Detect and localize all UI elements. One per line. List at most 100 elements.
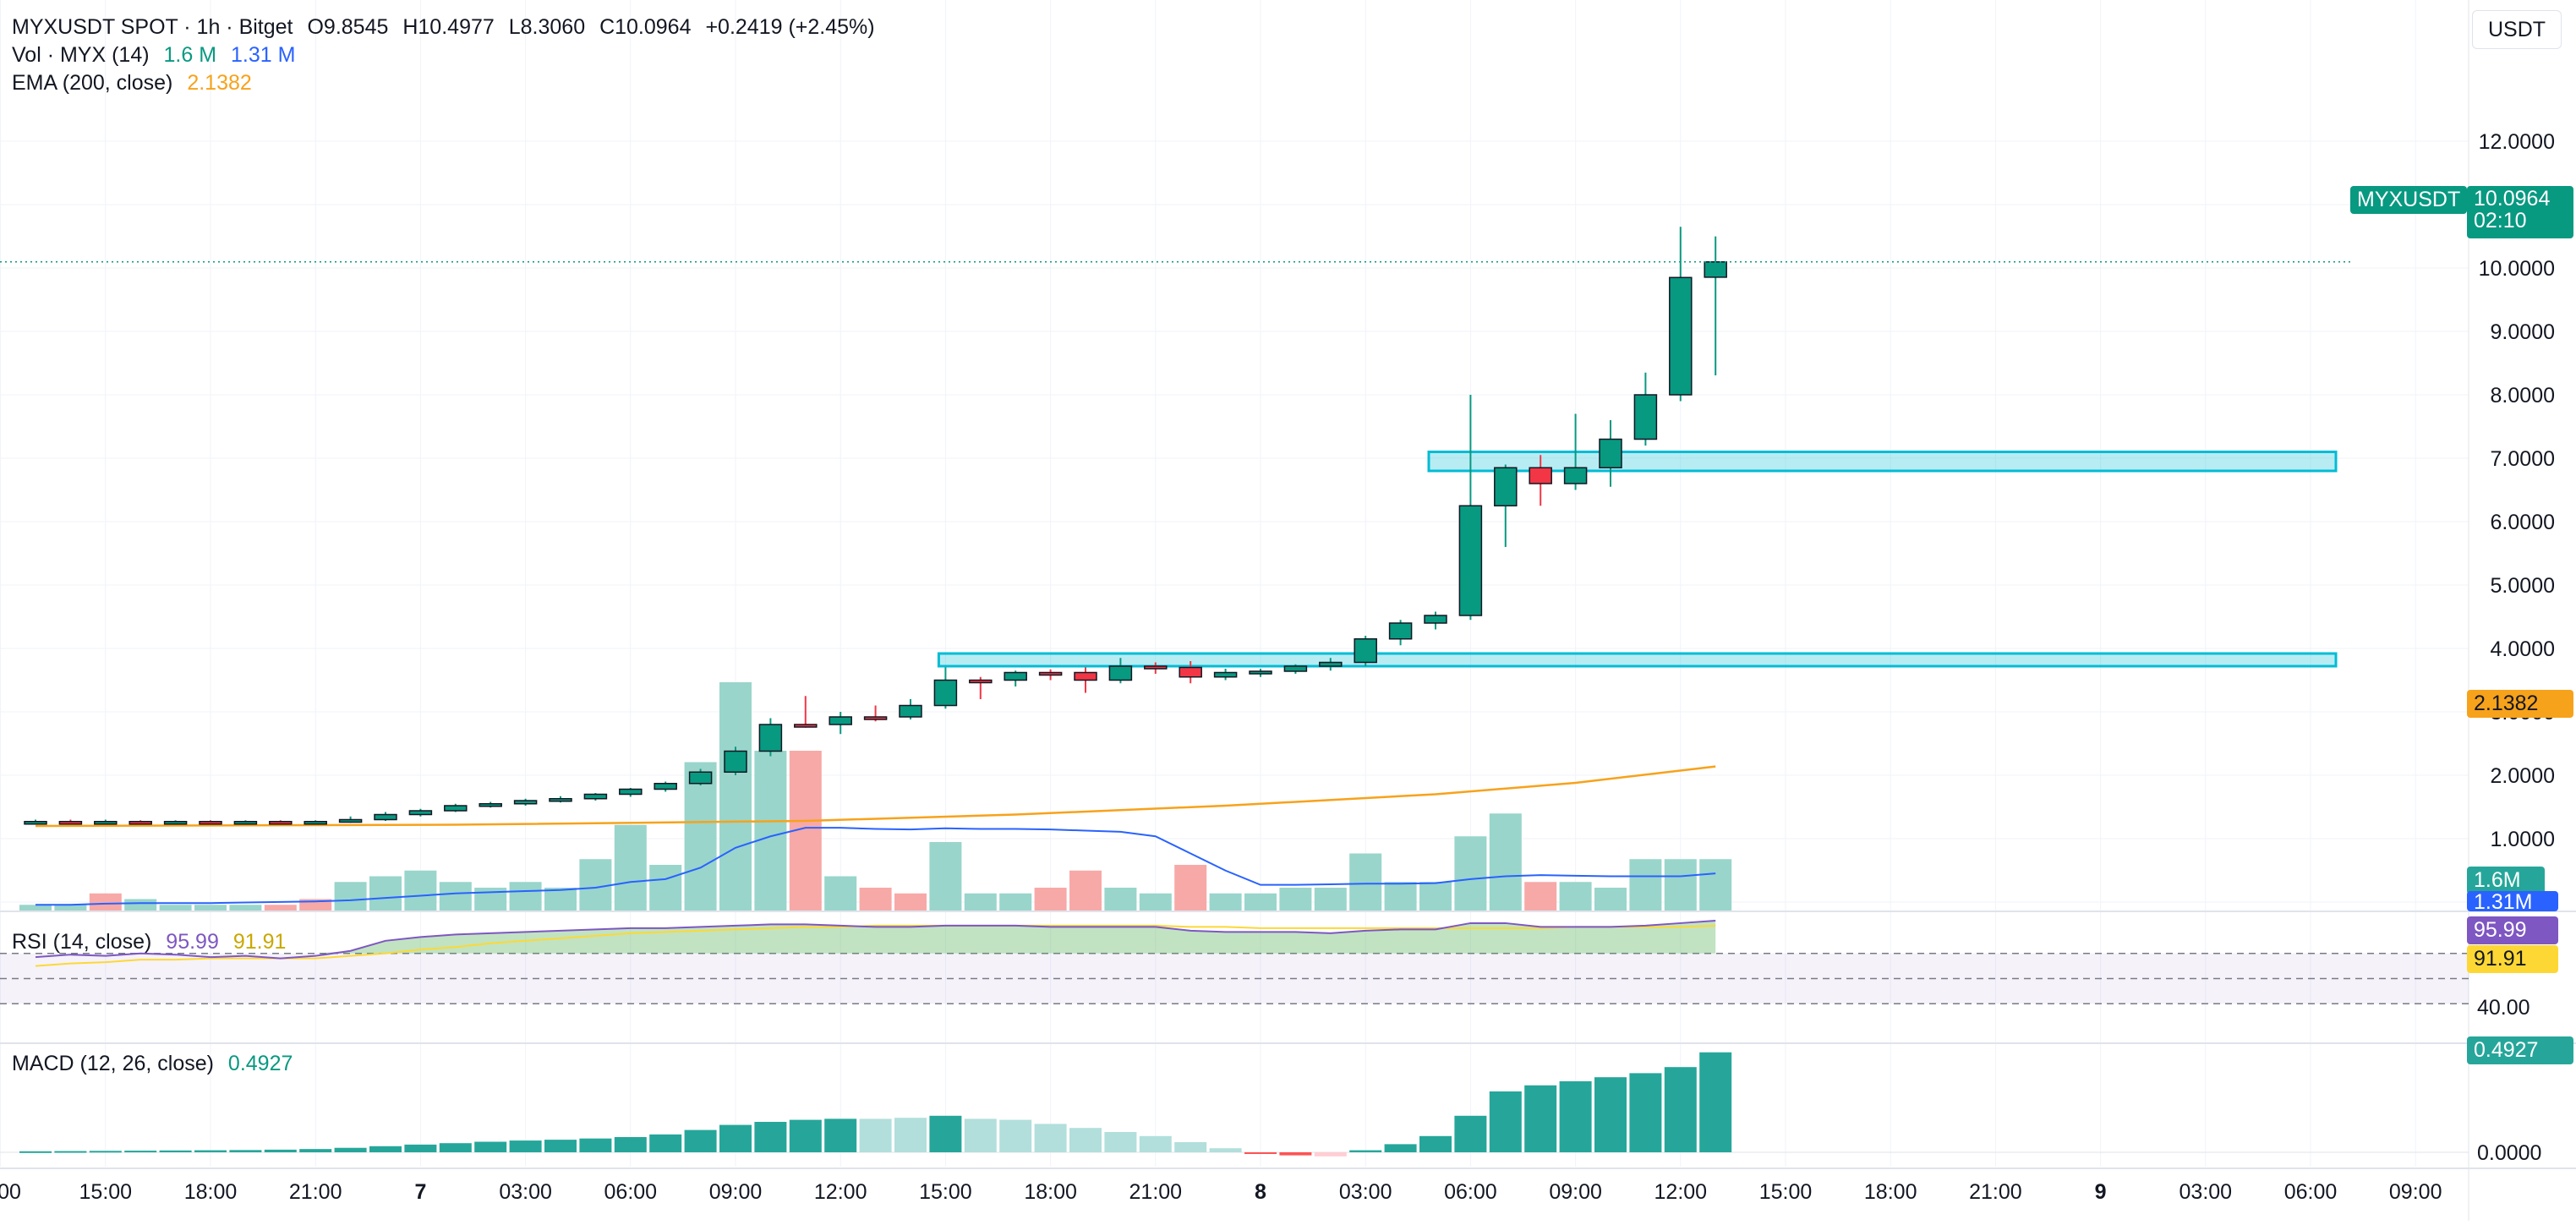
volume-tag-2: 1.31M bbox=[2467, 891, 2558, 911]
price-axis-label: 1.0000 bbox=[2491, 828, 2555, 851]
macd-histogram-bar bbox=[1524, 1085, 1557, 1152]
candle-body bbox=[1633, 394, 1658, 440]
currency-button[interactable]: USDT bbox=[2472, 10, 2562, 49]
candle-body bbox=[758, 724, 783, 752]
open-value: 9.8545 bbox=[323, 15, 389, 39]
volume-bar bbox=[579, 859, 612, 911]
volume-bar bbox=[1209, 893, 1242, 911]
time-axis-label: 7 bbox=[414, 1180, 426, 1204]
macd-histogram-bar bbox=[509, 1140, 542, 1152]
macd-histogram-bar bbox=[579, 1138, 612, 1152]
open-label: O bbox=[307, 15, 324, 39]
volume-bar bbox=[264, 905, 297, 911]
candle-body bbox=[583, 793, 608, 800]
volume-tag-1: 1.6M bbox=[2467, 867, 2545, 894]
macd-histogram-bar bbox=[1419, 1135, 1452, 1152]
macd-histogram-bar bbox=[1454, 1115, 1487, 1152]
volume-bar bbox=[1314, 888, 1347, 911]
price-axis-label: 5.0000 bbox=[2491, 574, 2555, 598]
macd-histogram-bar bbox=[1594, 1077, 1627, 1152]
candle-body bbox=[1074, 671, 1097, 681]
price-axis-label: 6.0000 bbox=[2491, 511, 2555, 534]
macd-histogram-bar bbox=[159, 1150, 192, 1152]
candle-body bbox=[654, 783, 677, 790]
macd-histogram-bar bbox=[1209, 1148, 1242, 1152]
rsi-overbought-fill bbox=[36, 920, 1716, 954]
time-axis-label: 03:00 bbox=[2179, 1180, 2233, 1204]
rsi-tag-2: 91.91 bbox=[2467, 945, 2558, 973]
candle-body bbox=[233, 821, 258, 825]
volume-bar bbox=[229, 905, 262, 911]
macd-zero-label: 0.0000 bbox=[2477, 1141, 2542, 1165]
volume-bar bbox=[509, 882, 542, 911]
macd-histogram-bar bbox=[999, 1119, 1032, 1152]
volume-bar bbox=[859, 888, 892, 911]
candle-body bbox=[549, 798, 572, 802]
candle-body bbox=[863, 716, 888, 720]
candle-body bbox=[1669, 276, 1693, 396]
volume-bar bbox=[1349, 853, 1382, 911]
candles bbox=[24, 227, 1727, 825]
time-axis-label: 06:00 bbox=[604, 1180, 658, 1204]
volume-bar bbox=[894, 893, 927, 911]
volume-bar bbox=[1594, 888, 1627, 911]
volume-bar bbox=[684, 762, 717, 911]
candle-body bbox=[933, 679, 958, 707]
close-value: 10.0964 bbox=[615, 15, 692, 39]
macd-histogram-bar bbox=[334, 1147, 367, 1152]
macd-histogram-bar bbox=[1104, 1132, 1137, 1152]
volume-bar bbox=[1524, 882, 1557, 911]
candle-body bbox=[1494, 467, 1518, 506]
volume-bar bbox=[719, 682, 752, 911]
close-label: C bbox=[599, 15, 615, 39]
candle-body bbox=[1529, 467, 1552, 484]
macd-histogram-bar bbox=[1174, 1142, 1207, 1152]
macd-histogram-bar bbox=[859, 1118, 892, 1152]
price-axis-label: 2.0000 bbox=[2491, 764, 2555, 788]
ema-200-line bbox=[35, 765, 1716, 828]
macd-histogram-bar bbox=[124, 1151, 157, 1153]
candle-body bbox=[269, 821, 293, 825]
time-axis-label: 09:00 bbox=[1549, 1180, 1602, 1204]
volume-bar bbox=[1174, 865, 1207, 911]
time-axis-label: 06:00 bbox=[2284, 1180, 2338, 1204]
macd-histogram-bar bbox=[1139, 1135, 1172, 1152]
macd-histogram-bar bbox=[54, 1151, 87, 1153]
high-value: 10.4977 bbox=[418, 15, 495, 39]
macd-histogram-bar bbox=[789, 1119, 822, 1152]
volume-bar bbox=[1139, 893, 1172, 911]
ema-price-tag: 2.1382 bbox=[2467, 690, 2573, 718]
macd-tag: 0.4927 bbox=[2467, 1036, 2573, 1064]
volume-bar bbox=[54, 905, 87, 911]
candle-body bbox=[794, 724, 818, 728]
volume-bar bbox=[404, 870, 437, 911]
volume-bar bbox=[439, 882, 472, 911]
macd-histogram-bar bbox=[964, 1118, 997, 1152]
candle-body bbox=[969, 679, 993, 684]
macd-histogram-bar bbox=[544, 1140, 577, 1152]
time-axis-label: 18:00 bbox=[1864, 1180, 1917, 1204]
candle-body bbox=[899, 704, 922, 718]
volume-value-2: 1.31 M bbox=[231, 43, 296, 67]
candle-body bbox=[1283, 665, 1308, 672]
price-axis-label: 7.0000 bbox=[2491, 447, 2555, 471]
macd-legend: MACD (12, 26, close) 0.4927 bbox=[12, 1052, 301, 1076]
macd-histogram-bar bbox=[1629, 1073, 1662, 1152]
time-axis-label: 03:00 bbox=[499, 1180, 552, 1204]
macd-histogram-bar bbox=[1069, 1128, 1102, 1152]
rsi-value-2: 91.91 bbox=[232, 930, 287, 954]
macd-histogram-bar bbox=[474, 1141, 507, 1152]
rsi-value-1: 95.99 bbox=[166, 930, 219, 954]
ema-label: EMA (200, close) bbox=[12, 71, 173, 95]
candle-body bbox=[163, 821, 188, 825]
ema-line bbox=[35, 765, 1716, 828]
candle-body bbox=[513, 800, 538, 805]
last-price-tag: 10.0964 02:10 bbox=[2467, 186, 2573, 238]
last-price-value: 10.0964 bbox=[2474, 187, 2551, 211]
candle-body bbox=[1458, 505, 1483, 616]
volume-bar bbox=[1384, 882, 1417, 911]
time-axis-label: 03:00 bbox=[1339, 1180, 1392, 1204]
time-axis-label: 15:00 bbox=[919, 1180, 972, 1204]
